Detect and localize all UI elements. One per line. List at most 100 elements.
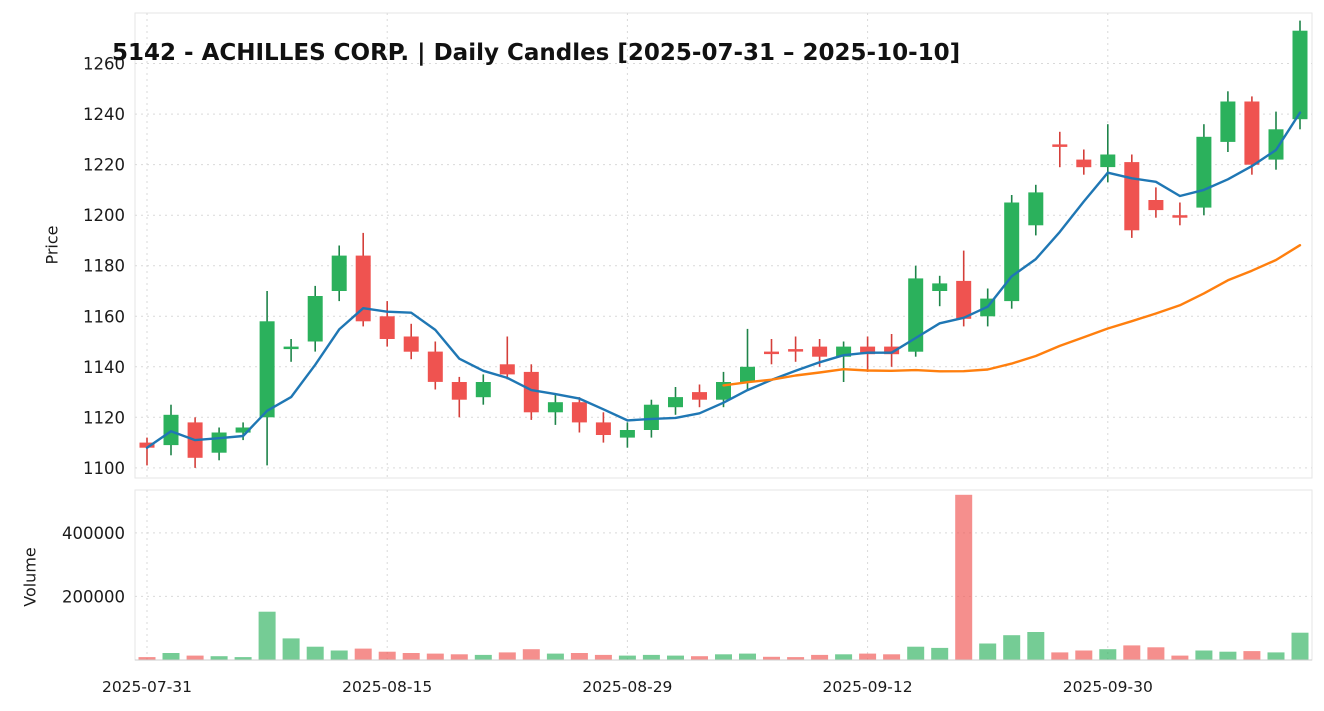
volume-bar (450, 654, 468, 660)
volume-bar (715, 654, 732, 660)
volume-bar (546, 653, 564, 660)
volume-bar (306, 646, 324, 660)
volume-bar (787, 657, 805, 660)
candle-body (1292, 30, 1308, 120)
price-tick-label: 1100 (83, 459, 125, 478)
x-tick-label: 2025-08-15 (342, 678, 432, 696)
volume-bar (1171, 655, 1189, 660)
candle-body (499, 364, 515, 375)
candle-body (475, 382, 491, 398)
volume-tick-label: 400000 (62, 524, 125, 543)
volume-bar (498, 652, 516, 660)
candle-body (331, 255, 347, 291)
price-tick-label: 1140 (83, 358, 125, 377)
candle-body (956, 280, 972, 319)
volume-bar (979, 643, 997, 660)
candle-body (427, 351, 443, 382)
volume-bar (1003, 635, 1021, 660)
volume-bar (931, 647, 949, 660)
volume-bar (570, 653, 588, 660)
candle-body (523, 371, 539, 413)
x-tick-label: 2025-08-29 (582, 678, 672, 696)
volume-bar (811, 654, 829, 660)
volume-bar (594, 654, 612, 660)
volume-panel (134, 489, 1313, 661)
ma-short-line (145, 111, 1302, 449)
price-tick-label: 1200 (83, 206, 125, 225)
volume-bar (186, 655, 204, 660)
volume-bar (955, 494, 973, 660)
chart-title: 5142 - ACHILLES CORP. | Daily Candles [2… (112, 40, 961, 66)
volume-bar (739, 653, 756, 660)
candle-body (884, 346, 900, 355)
volume-bar (162, 653, 180, 660)
candle-body (764, 351, 779, 355)
volume-bar (883, 654, 901, 660)
candle-body (139, 442, 155, 448)
volume-bar (1123, 645, 1141, 660)
price-tick-label: 1120 (83, 408, 125, 427)
volume-bar (1195, 650, 1213, 660)
volume-bar (1291, 632, 1309, 660)
price-tick-label: 1240 (83, 105, 125, 124)
volume-tick-label: 200000 (62, 587, 125, 606)
candle-body (259, 321, 275, 418)
candle-body (379, 316, 395, 339)
volume-bar (474, 654, 492, 660)
candle-body (932, 283, 948, 291)
volume-bar (1243, 651, 1261, 660)
volume-bar (282, 638, 300, 660)
candle-body (1124, 162, 1140, 231)
volume-bar (354, 648, 372, 660)
x-tick-label: 2025-09-30 (1063, 678, 1153, 696)
volume-bar (859, 653, 877, 660)
volume-bar (138, 657, 156, 660)
candle-body (307, 296, 323, 342)
volume-bar (642, 654, 660, 660)
volume-bar (1075, 650, 1093, 660)
candle-body (740, 366, 755, 382)
volume-bar (667, 655, 684, 660)
volume-bar (210, 656, 228, 660)
candle-body (163, 414, 179, 446)
volume-bar (1147, 647, 1165, 660)
candle-body (547, 402, 563, 413)
candle-body (812, 346, 828, 357)
candle-body (692, 392, 707, 400)
volume-bar (1219, 651, 1237, 660)
candle-body (211, 432, 227, 453)
volume-bar (763, 656, 780, 660)
volume-bar (402, 653, 420, 660)
volume-bar (1027, 632, 1045, 660)
candle-body (403, 336, 419, 352)
x-tick-label: 2025-09-12 (823, 678, 913, 696)
volume-bar (691, 656, 708, 660)
candle-body (355, 255, 371, 322)
volume-bar (258, 611, 276, 660)
candle-body (595, 422, 611, 435)
candle-body (1028, 192, 1044, 226)
candle-body (1100, 154, 1116, 168)
volume-bar (378, 651, 396, 660)
candle-body (908, 278, 924, 352)
volume-bar (835, 654, 853, 660)
candle-body (643, 404, 659, 430)
candle-body (1220, 101, 1236, 142)
candle-body (860, 346, 876, 355)
candle-body (451, 382, 467, 400)
candle-body (283, 346, 299, 350)
candle-body (1052, 144, 1068, 147)
volume-bar (1099, 649, 1117, 660)
volume-bar (1051, 652, 1069, 660)
volume-bar (618, 655, 636, 660)
candle-body (668, 397, 683, 408)
candle-body (716, 382, 731, 400)
price-panel (134, 12, 1313, 479)
volume-bar (1267, 652, 1285, 660)
price-tick-label: 1260 (83, 55, 125, 74)
x-tick-label: 2025-07-31 (102, 678, 192, 696)
price-axis-title: Price (42, 225, 62, 265)
candle-body (1172, 215, 1188, 218)
